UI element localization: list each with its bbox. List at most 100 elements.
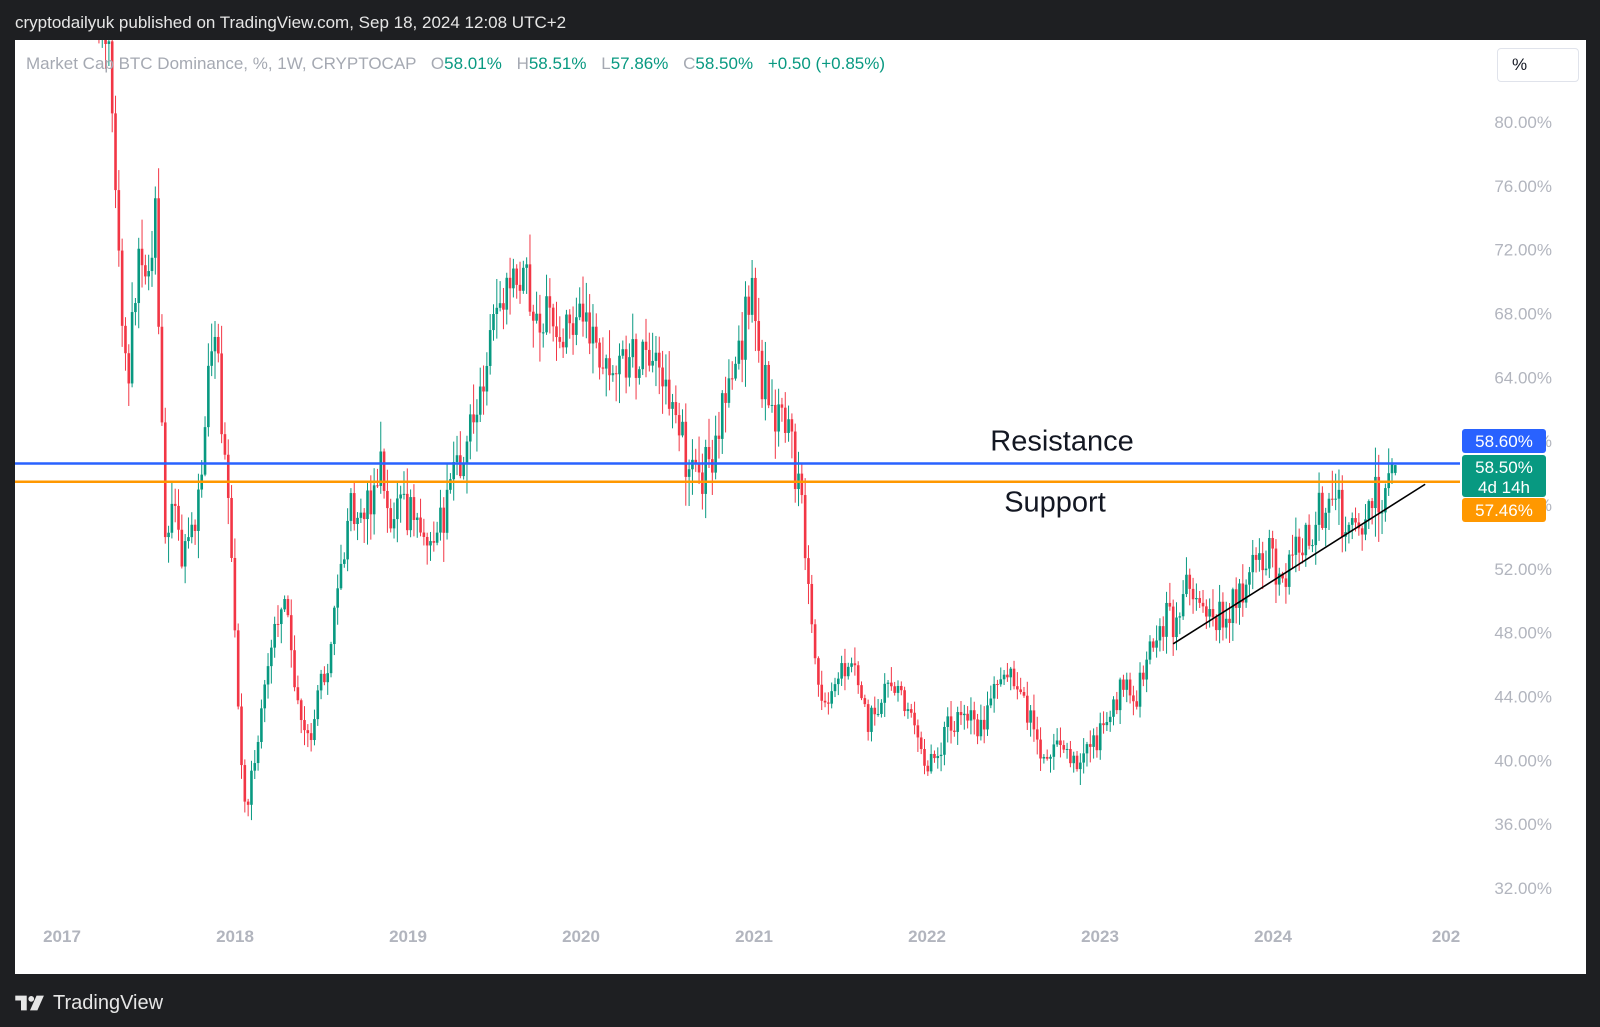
candle (183, 534, 187, 584)
candle (1214, 614, 1218, 641)
candle (926, 760, 930, 776)
y-tick-label: 40.00% (1494, 751, 1552, 770)
candle (989, 685, 993, 709)
candle (976, 713, 979, 745)
candle (913, 701, 916, 735)
candle (694, 448, 698, 472)
candle (823, 692, 827, 708)
candle (1327, 492, 1331, 530)
candle (870, 705, 873, 742)
candle (1125, 672, 1129, 703)
price-labels: 58.60% 58.50%4d 14h 57.46% (1462, 429, 1546, 522)
candle (684, 403, 688, 506)
candle (1022, 686, 1026, 698)
candle (790, 413, 794, 459)
candle (764, 341, 767, 421)
candle (276, 605, 280, 638)
candle (346, 508, 349, 572)
candle (754, 267, 757, 352)
candle (1337, 469, 1341, 525)
candle (1085, 741, 1089, 767)
trendline[interactable] (1172, 483, 1426, 645)
candle (578, 287, 581, 321)
candle (246, 798, 250, 817)
candle (323, 666, 326, 686)
candle (283, 595, 286, 612)
candle (1294, 517, 1298, 573)
candle (674, 385, 678, 424)
candle (412, 484, 416, 537)
candle (803, 478, 807, 571)
candle (107, 40, 111, 67)
candle (737, 325, 741, 370)
candle (1012, 660, 1016, 690)
y-tick-label: 32.00% (1494, 879, 1552, 898)
candle (120, 238, 124, 347)
candle (1301, 538, 1304, 564)
support-annotation[interactable]: Support (1004, 487, 1106, 519)
candle (548, 278, 552, 334)
candle (1271, 530, 1274, 568)
candle (313, 709, 316, 746)
y-tick-label: 80.00% (1494, 113, 1552, 132)
resistance-annotation[interactable]: Resistance (990, 426, 1133, 458)
candle (163, 407, 167, 544)
footer: TradingView (15, 988, 163, 1018)
candle (598, 338, 601, 380)
candle (531, 304, 535, 348)
candle (711, 439, 714, 495)
candle (468, 404, 472, 460)
chart-frame[interactable]: Resistance Support 2017 2018 2019 2020 2021 20… (15, 40, 1586, 974)
candle (1102, 711, 1105, 734)
candle (137, 237, 141, 329)
candle (760, 339, 764, 408)
candle (1274, 539, 1278, 604)
candle (555, 301, 558, 361)
candle (1360, 525, 1364, 551)
candle (1251, 539, 1255, 590)
candle (807, 545, 810, 605)
candle (1151, 638, 1155, 652)
y-tick-label: 52.00% (1494, 560, 1552, 579)
candle (1019, 677, 1022, 695)
candle (362, 508, 366, 543)
candle (177, 489, 180, 541)
candle (124, 317, 127, 371)
candle (624, 335, 628, 394)
candle (880, 699, 883, 718)
candle (528, 234, 532, 316)
candle (853, 647, 857, 676)
candle (452, 441, 456, 501)
x-tick-label: 2022 (908, 927, 946, 946)
candle (1384, 483, 1387, 522)
candle (591, 304, 595, 374)
candle (210, 323, 213, 377)
candle (1334, 473, 1337, 511)
candle (270, 639, 273, 684)
y-tick-label: 36.00% (1494, 815, 1552, 834)
candle (774, 389, 777, 459)
candle (538, 294, 542, 362)
x-tick-label: 2017 (43, 927, 81, 946)
candle (634, 333, 638, 400)
candle (734, 356, 737, 381)
x-tick-label: 2018 (216, 927, 254, 946)
candle (581, 276, 585, 337)
candle (545, 274, 548, 335)
candle (830, 682, 833, 709)
high-value: 58.51% (528, 54, 587, 73)
candle (638, 366, 641, 385)
candle (886, 679, 890, 698)
candle (220, 325, 223, 444)
change-value: +0.50 (+0.85%) (767, 54, 886, 73)
candle (691, 439, 694, 495)
x-tick-label: 2021 (735, 927, 773, 946)
candle (173, 488, 177, 523)
candle (442, 497, 446, 562)
candle (1321, 486, 1324, 530)
candle (263, 679, 267, 723)
symbol-legend[interactable]: Market Cap BTC Dominance, %, 1W, CRYPTOC… (26, 53, 885, 75)
percent-scale-button[interactable]: % (1497, 48, 1579, 82)
candle (671, 393, 674, 429)
